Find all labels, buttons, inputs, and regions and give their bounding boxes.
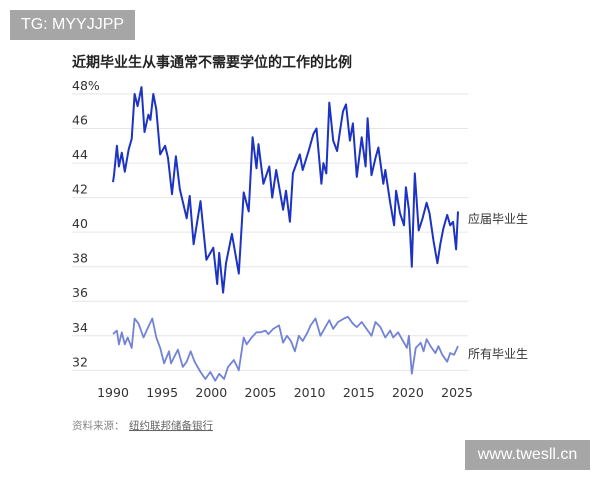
series-line-recent-graduates: [112, 86, 459, 294]
source-link[interactable]: 纽约联邦储备银行: [129, 419, 213, 432]
x-tick-label: 2015: [343, 385, 375, 400]
x-axis-ticks: 1990 1995 2000 2005 2010 2015 2020 2025: [97, 385, 473, 400]
series-label-recent: 应届毕业生: [468, 211, 528, 226]
x-tick-label: 1995: [146, 385, 178, 400]
y-axis-ticks: 48% 46 44 42 40 38 36 34 32: [72, 78, 100, 369]
y-tick-label: 44: [72, 147, 88, 162]
source-label: 资料来源：: [72, 419, 125, 432]
x-tick-label: 2000: [195, 385, 227, 400]
y-tick-label: 38: [72, 251, 88, 266]
y-tick-label: 36: [72, 285, 88, 300]
x-tick-label: 2020: [392, 385, 424, 400]
series-lines: [112, 86, 459, 382]
gridlines: [72, 93, 468, 371]
x-tick-label: 1990: [97, 385, 129, 400]
x-tick-label: 2025: [441, 385, 473, 400]
x-tick-label: 2005: [245, 385, 277, 400]
series-line-all-graduates: [112, 315, 459, 382]
x-tick-label: 2010: [294, 385, 326, 400]
y-tick-label: 46: [72, 113, 88, 128]
y-tick-label: 42: [72, 182, 88, 197]
series-label-all: 所有毕业生: [468, 347, 528, 361]
y-tick-label: 40: [72, 216, 88, 231]
y-tick-label: 34: [72, 320, 88, 335]
watermark-top-left: TG: MYYJJPP: [10, 10, 135, 40]
y-tick-label: 32: [72, 354, 88, 369]
y-tick-label: 48%: [72, 78, 100, 93]
watermark-bottom-right: www.twesll.cn: [465, 440, 590, 470]
chart-title: 近期毕业生从事通常不需要学位的工作的比例: [72, 54, 352, 71]
